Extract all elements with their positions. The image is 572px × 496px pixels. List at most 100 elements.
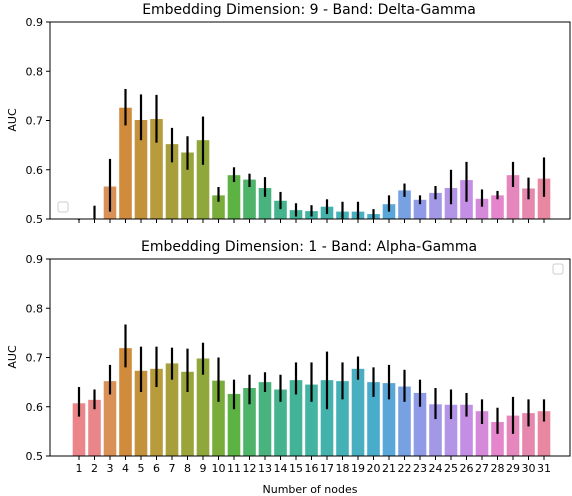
bar xyxy=(227,393,241,456)
x-tick-label: 6 xyxy=(153,462,160,475)
x-tick-label: 9 xyxy=(200,462,207,475)
bar xyxy=(444,404,458,456)
y-tick-label: 0.5 xyxy=(26,450,44,463)
bar xyxy=(491,422,504,456)
top-chart-title: Embedding Dimension: 9 - Band: Delta-Gam… xyxy=(142,2,476,18)
x-tick-label: 18 xyxy=(336,462,350,475)
bar xyxy=(165,144,179,219)
bar xyxy=(413,199,427,219)
x-tick-label: 29 xyxy=(506,462,520,475)
top-axes-frame xyxy=(49,21,571,220)
bottom-chart-title: Embedding Dimension: 1 - Band: Alpha-Gam… xyxy=(141,239,477,255)
bottom-y-ticks: 0.5 0.6 0.7 0.8 0.9 xyxy=(26,253,50,463)
x-tick-label: 27 xyxy=(475,462,489,475)
bar xyxy=(150,368,163,456)
bar xyxy=(258,382,272,456)
y-tick-label: 0.7 xyxy=(26,352,44,365)
bar xyxy=(103,381,117,456)
x-tick-label: 14 xyxy=(274,462,288,475)
top-error-bars xyxy=(77,88,546,220)
x-tick-label: 23 xyxy=(413,462,427,475)
y-tick-label: 0.8 xyxy=(26,65,44,78)
bar xyxy=(243,179,256,219)
y-tick-label: 0.5 xyxy=(26,213,44,226)
bar xyxy=(305,384,318,456)
x-tick-label: 2 xyxy=(91,462,98,475)
x-tick-label: 1 xyxy=(76,462,83,475)
y-tick-label: 0.8 xyxy=(26,302,44,315)
bar xyxy=(398,190,411,219)
bottom-axes-frame xyxy=(49,258,571,457)
bottom-y-axis-label: AUC xyxy=(6,345,19,369)
bar xyxy=(351,368,365,456)
x-tick-label: 10 xyxy=(212,462,226,475)
bar xyxy=(88,399,101,456)
bottom-x-ticks: 1 2 3 4 5 6 7 8 9 10 11 12 13 14 15 16 17 18 19 20 21 22 23 24 2… xyxy=(76,456,551,475)
bar xyxy=(491,195,504,219)
x-tick-label: 5 xyxy=(138,462,145,475)
bar xyxy=(119,348,132,456)
top-y-ticks: 0.5 0.6 0.7 0.8 0.9 xyxy=(26,16,50,226)
bar xyxy=(258,187,272,219)
y-tick-label: 0.9 xyxy=(26,16,44,29)
x-tick-label: 30 xyxy=(522,462,536,475)
bottom-bars xyxy=(72,348,551,456)
bar xyxy=(537,411,551,456)
bar xyxy=(367,382,380,456)
bar xyxy=(506,175,520,219)
bar xyxy=(429,404,442,456)
x-tick-label: 8 xyxy=(184,462,191,475)
bar xyxy=(537,178,551,219)
bar xyxy=(134,370,148,456)
bar xyxy=(134,120,148,219)
bar xyxy=(475,198,489,219)
y-tick-label: 0.6 xyxy=(26,164,44,177)
bar xyxy=(181,371,194,456)
bar xyxy=(196,358,210,456)
x-axis-label: Number of nodes xyxy=(263,483,358,496)
bar xyxy=(196,140,210,219)
x-tick-label: 3 xyxy=(107,462,114,475)
bar xyxy=(165,363,179,456)
top-chart-panel: Embedding Dimension: 9 - Band: Delta-Gam… xyxy=(6,2,571,226)
bar xyxy=(460,404,473,456)
bar xyxy=(289,380,303,456)
x-tick-label: 28 xyxy=(491,462,505,475)
bar xyxy=(429,192,442,219)
x-tick-label: 4 xyxy=(122,462,129,475)
bar xyxy=(119,107,132,219)
bar xyxy=(522,188,535,219)
bottom-legend-box xyxy=(552,263,564,275)
bar xyxy=(522,413,535,456)
x-tick-label: 13 xyxy=(258,462,272,475)
bar xyxy=(475,411,489,456)
bottom-chart-panel: Embedding Dimension: 1 - Band: Alpha-Gam… xyxy=(6,239,571,496)
bar xyxy=(382,383,396,456)
x-tick-label: 24 xyxy=(429,462,443,475)
bar xyxy=(227,175,241,219)
bottom-error-bars xyxy=(77,324,546,434)
bar xyxy=(212,195,225,219)
bar xyxy=(274,200,287,219)
x-tick-label: 7 xyxy=(169,462,176,475)
bar xyxy=(336,381,349,456)
bar xyxy=(274,389,287,456)
bar xyxy=(243,388,256,456)
y-tick-label: 0.6 xyxy=(26,401,44,414)
x-tick-label: 20 xyxy=(367,462,381,475)
top-x-ticks xyxy=(78,219,545,223)
bar xyxy=(320,380,334,456)
bar xyxy=(398,386,411,456)
bar xyxy=(506,415,520,456)
x-tick-label: 15 xyxy=(289,462,303,475)
y-tick-label: 0.9 xyxy=(26,253,44,266)
x-tick-label: 26 xyxy=(460,462,474,475)
x-tick-label: 17 xyxy=(320,462,334,475)
x-tick-label: 22 xyxy=(398,462,412,475)
bar xyxy=(413,392,427,456)
x-tick-label: 31 xyxy=(537,462,551,475)
x-tick-label: 19 xyxy=(351,462,365,475)
x-tick-label: 16 xyxy=(305,462,319,475)
y-tick-label: 0.7 xyxy=(26,115,44,128)
